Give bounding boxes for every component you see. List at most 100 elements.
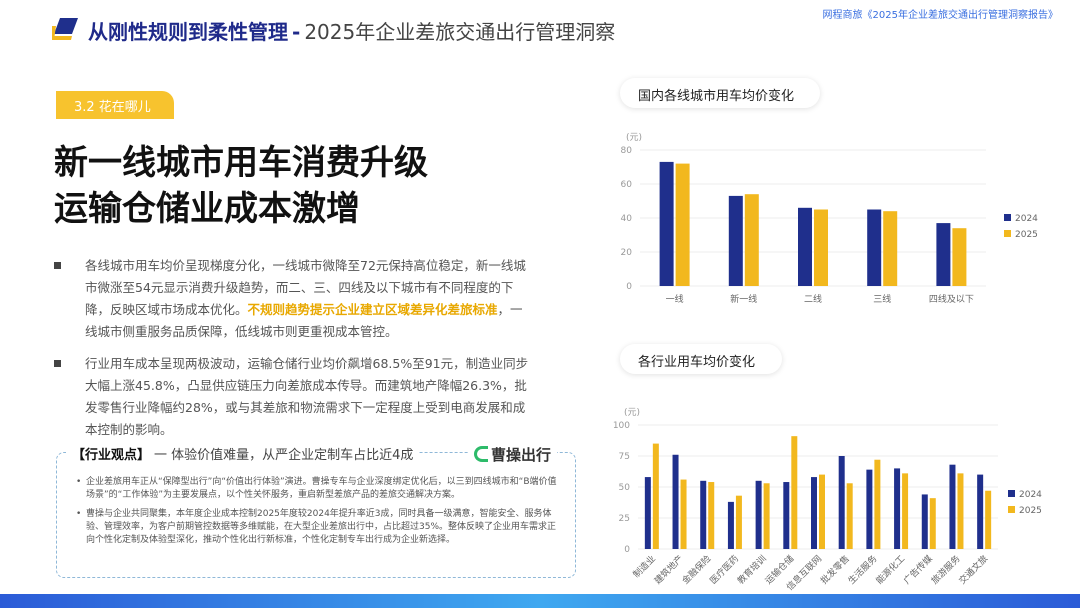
industry-price-chart: (元)0255075100制造业建筑地产金融保险医疗医药教育培训运输仓储信息互联…: [613, 408, 1042, 593]
report-source: 网程商旅《2025年企业差旅交通出行管理洞察报告》: [822, 10, 1058, 21]
x-tick-label: 交通文旅: [956, 553, 990, 587]
bar-2025: [735, 495, 742, 549]
bar-2025: [744, 194, 759, 286]
bar-2025: [985, 490, 992, 549]
section-tag: 3.2 花在哪儿: [56, 91, 174, 119]
x-tick-label: 教育培训: [735, 553, 769, 587]
bullet-highlight: 不规则趋势提示企业建立区域差异化差旅标准: [247, 302, 498, 317]
bar-2024: [977, 474, 984, 549]
legend-label: 2024: [1015, 214, 1038, 224]
bar-2025: [957, 473, 964, 549]
x-tick-label: 新一线: [730, 293, 757, 305]
x-tick-label: 四线及以下: [929, 293, 974, 305]
y-unit-label: (元): [626, 133, 642, 143]
bar-2024: [728, 195, 743, 286]
bar-2024: [867, 209, 882, 286]
title-sub: 2025年企业差旅交通出行管理洞察: [304, 20, 616, 44]
bar-2024: [798, 207, 812, 286]
y-tick-label: 25: [619, 514, 630, 524]
headline: 新一线城市用车消费升级 运输仓储业成本激增: [54, 140, 428, 232]
view-item: 企业差旅用车正从“保障型出行”向“价值出行体验”演进。曹操专车与企业深度绑定优化…: [74, 476, 564, 502]
bullet-item: 行业用车成本呈现两极波动，运输仓储行业均价飙增68.5%至91元，制造业同步大幅…: [54, 353, 529, 441]
bar-2025: [708, 482, 715, 549]
bar-2024: [936, 223, 951, 286]
city-chart-title: 国内各线城市用车均价变化: [620, 78, 820, 108]
page-title: 从刚性规则到柔性管理 -2025年企业差旅交通出行管理洞察: [88, 16, 615, 45]
bar-2025: [929, 498, 936, 549]
x-tick-label: 广告传媒: [901, 553, 935, 587]
legend-swatch: [1008, 506, 1015, 513]
bar-2025: [652, 443, 659, 549]
bar-2024: [783, 482, 790, 549]
x-tick-label: 生活服务: [846, 553, 880, 587]
bullet-item: 各线城市用车均价呈现梯度分化，一线城市微降至72元保持高位稳定，新一线城市微涨至…: [54, 255, 529, 343]
x-tick-label: 一线: [666, 293, 684, 305]
view-list: 企业差旅用车正从“保障型出行”向“价值出行体验”演进。曹操专车与企业深度绑定优化…: [74, 476, 564, 553]
x-tick-label: 旅游服务: [929, 553, 963, 587]
bar-2025: [814, 209, 828, 286]
bar-2025: [763, 483, 770, 549]
bar-2025: [846, 483, 853, 549]
bar-2025: [902, 473, 909, 549]
legend-label: 2024: [1019, 490, 1042, 500]
view-item: 曹操与企业共同聚集，本年度企业成本控制2025年度较2024年提升率近3成，同时…: [74, 508, 564, 547]
logo-icon: [52, 18, 78, 40]
legend-swatch: [1004, 214, 1011, 221]
bar-2024: [755, 480, 762, 549]
title-bold: 从刚性规则到柔性管理: [88, 20, 288, 44]
legend-label: 2025: [1019, 506, 1042, 516]
bullet-list: 各线城市用车均价呈现梯度分化，一线城市微降至72元保持高位稳定，新一线城市微涨至…: [54, 255, 529, 451]
view-subtitle: 一 体验价值难量，从严企业定制车占比近4成: [154, 448, 414, 463]
brand-name: 曹操出行: [491, 446, 552, 464]
y-tick-label: 100: [613, 421, 630, 431]
bottom-bar: [0, 594, 1080, 608]
legend-swatch: [1004, 230, 1011, 237]
title-dash: -: [292, 20, 301, 44]
x-tick-label: 能源化工: [873, 553, 907, 587]
bar-2024: [811, 477, 817, 549]
header: 从刚性规则到柔性管理 -2025年企业差旅交通出行管理洞察 网程商旅《2025年企…: [0, 0, 1080, 50]
city-price-chart: (元) 0 20 40 60 80 一线 新一线 二线 三线 四线及以下 2024 2025: [621, 133, 1039, 305]
bar-2024: [644, 477, 651, 549]
y-tick-label: 20: [621, 248, 633, 258]
bar-2025: [874, 459, 881, 549]
view-title-label: 【行业观点】: [72, 448, 151, 463]
y-tick-label: 0: [624, 545, 630, 555]
bar-2024: [949, 464, 956, 549]
y-tick-label: 60: [621, 180, 633, 190]
bullet-text-after: ，一线城市侧重服务品质保障，低线城市则更重视成本管控。: [85, 302, 523, 339]
bar-2024: [838, 456, 845, 549]
bar-2025: [952, 228, 967, 286]
legend-swatch: [1008, 490, 1015, 497]
bar-2024: [921, 494, 928, 549]
bar-2024: [727, 501, 734, 549]
bar-2025: [819, 474, 825, 549]
bullet-square-icon: [54, 262, 61, 269]
bar-2024: [700, 480, 707, 549]
bullet-text: 行业用车成本呈现两极波动，运输仓储行业均价飙增68.5%至91元，制造业同步大幅…: [85, 356, 529, 437]
y-tick-label: 80: [621, 146, 633, 156]
brand-logo: 曹操出行: [468, 444, 558, 465]
bullet-square-icon: [54, 360, 61, 367]
x-tick-label: 制造业: [630, 553, 658, 581]
bullet-text: 各线城市用车均价呈现梯度分化，一线城市微降至72元保持高位稳定，新一线城市微涨至…: [85, 258, 526, 317]
x-tick-label: 批发零售: [818, 553, 852, 587]
caocao-logo-icon: [474, 446, 488, 462]
industry-chart-title: 各行业用车均价变化: [620, 344, 782, 374]
bar-2024: [672, 454, 679, 549]
y-tick-label: 50: [619, 483, 631, 493]
headline-line2: 运输仓储业成本激增: [54, 189, 360, 229]
x-tick-label: 二线: [804, 293, 822, 305]
headline-line1: 新一线城市用车消费升级: [54, 143, 428, 183]
x-tick-label: 金融保险: [679, 553, 713, 587]
y-unit-label: (元): [624, 408, 640, 418]
bar-2024: [659, 161, 674, 286]
industry-view-title: 【行业观点】一 体验价值难量，从严企业定制车占比近4成: [66, 444, 420, 463]
y-tick-label: 75: [619, 452, 630, 462]
x-tick-label: 建筑地产: [652, 553, 686, 587]
bar-2024: [894, 468, 901, 549]
y-tick-label: 40: [621, 214, 633, 224]
bar-2025: [680, 479, 687, 549]
x-tick-label: 医疗医药: [707, 553, 741, 587]
legend-label: 2025: [1015, 230, 1038, 240]
